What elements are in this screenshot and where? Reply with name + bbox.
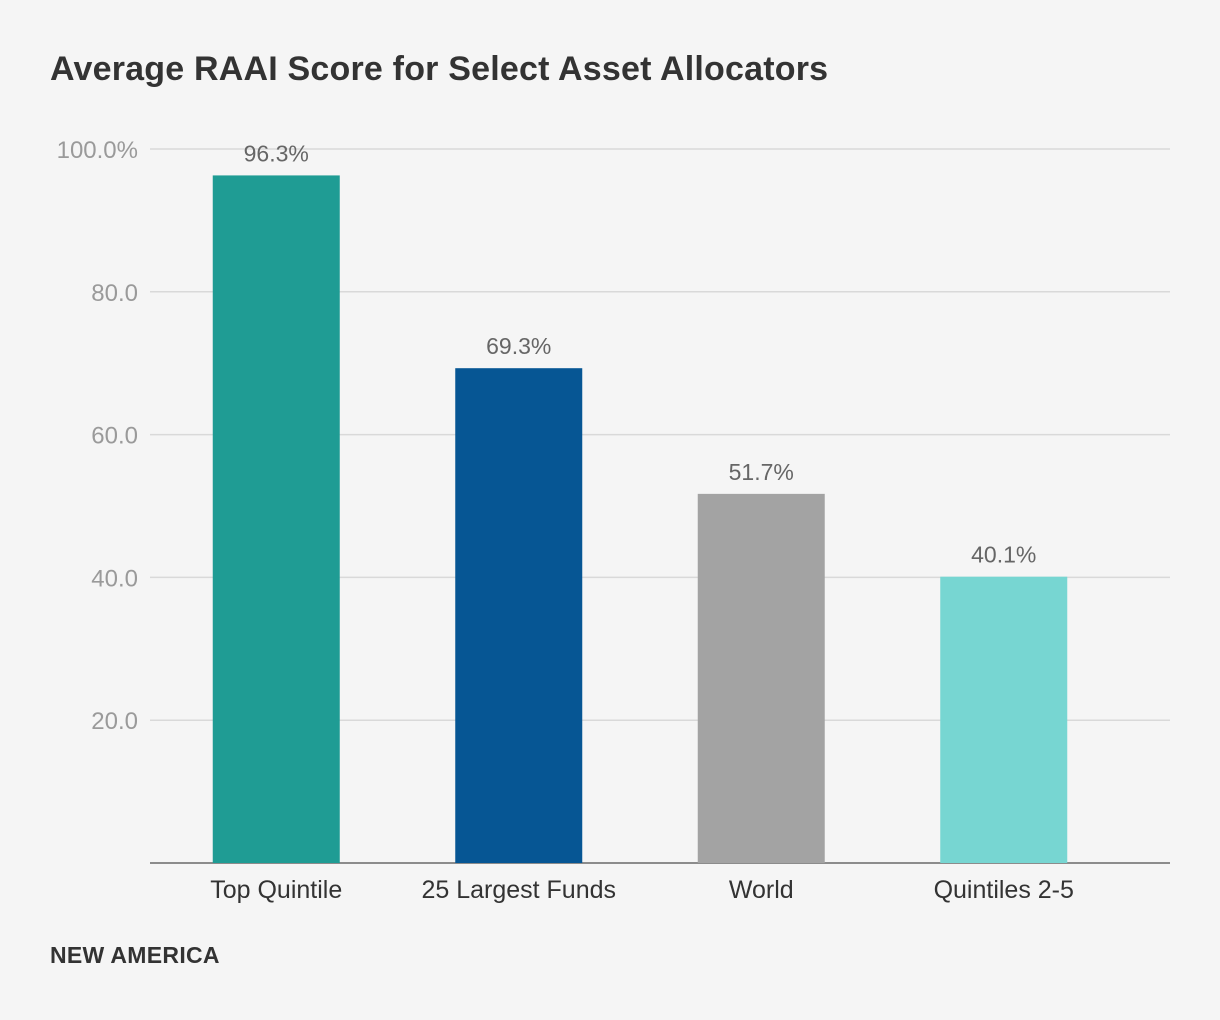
data-label: 51.7% bbox=[729, 459, 794, 485]
y-tick-label: 100.0% bbox=[57, 137, 138, 164]
bars bbox=[212, 175, 1068, 864]
y-tick-label: 80.0 bbox=[91, 280, 138, 307]
data-label: 96.3% bbox=[244, 140, 309, 166]
x-tick-label: Top Quintile bbox=[210, 876, 342, 904]
y-tick-label: 60.0 bbox=[91, 423, 138, 450]
y-tick-label: 20.0 bbox=[91, 708, 138, 735]
bar bbox=[212, 175, 340, 864]
labels: 20.0 40.0 60.0 80.0 100.0% 96.3% Top Quintile 6… bbox=[57, 137, 1074, 904]
bar bbox=[697, 493, 825, 863]
x-tick-label: Quintiles 2-5 bbox=[934, 876, 1074, 904]
x-tick-label: World bbox=[729, 876, 794, 904]
x-tick-label: 25 Largest Funds bbox=[421, 876, 616, 904]
bar bbox=[940, 576, 1068, 863]
brand-logo-text: NEW AMERICA bbox=[50, 942, 220, 968]
chart-title: Average RAAI Score for Select Asset Allo… bbox=[50, 50, 829, 88]
data-label: 40.1% bbox=[971, 542, 1036, 568]
bar bbox=[455, 368, 583, 863]
y-tick-label: 40.0 bbox=[91, 565, 138, 592]
data-label: 69.3% bbox=[486, 333, 551, 359]
